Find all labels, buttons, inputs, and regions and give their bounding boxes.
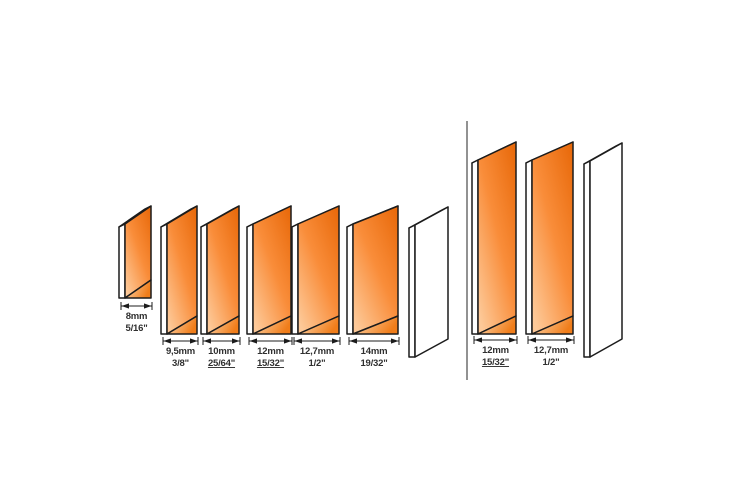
panel-left-group-front-strip: [408, 224, 416, 358]
groove-12-7mm-label-inch: 1/2": [309, 358, 326, 369]
groove-14mm-floor: [352, 315, 399, 335]
groove-10mm-dim-arrow-right: [232, 338, 240, 344]
groove-12mm-deep-floor: [477, 315, 517, 335]
groove-10mm-front-strip: [200, 223, 208, 335]
groove-12mm-front-strip: [246, 223, 254, 335]
panel-left-group: [408, 206, 449, 358]
groove-12-7mm-floor: [297, 315, 340, 335]
groove-12-7mm-deep-dim-arrow-left: [528, 337, 536, 343]
groove-12-7mm-front-strip: [291, 223, 299, 335]
groove-10mm-label-inch: 25/64": [208, 358, 235, 369]
groove-12-7mm-deep-label-inch: 1/2": [543, 357, 560, 368]
groove-8mm-dim-arrow-right: [144, 303, 152, 309]
groove-8mm-dim-arrow-left: [121, 303, 129, 309]
groove-10mm-label-mm: 10mm: [208, 346, 235, 357]
panel-left-group-side-face: [414, 206, 449, 358]
groove-8mm-floor: [124, 279, 152, 299]
groove-9-5mm-side-face: [166, 205, 198, 335]
groove-12mm-deep-side-face: [477, 141, 517, 335]
groove-10mm-floor: [206, 315, 240, 335]
groove-12mm-dim-arrow-left: [249, 338, 257, 344]
groove-9-5mm-label-inch: 3/8": [172, 358, 189, 369]
groove-9-5mm-front-strip: [160, 223, 168, 335]
groove-12-7mm-deep-front-strip: [525, 159, 533, 335]
groove-12-7mm-deep-floor: [531, 315, 574, 335]
groove-12-7mm-deep-dim-arrow-right: [566, 337, 574, 343]
groove-9-5mm-floor: [166, 315, 198, 335]
groove-14mm-label-inch: 19/32": [360, 358, 387, 369]
groove-14mm-label-mm: 14mm: [361, 346, 388, 357]
groove-12mm-deep-dim-arrow-left: [474, 337, 482, 343]
groove-14mm-dim-arrow-right: [391, 338, 399, 344]
groove-10mm-side-face: [206, 205, 240, 335]
groove-9-5mm-dim-arrow-right: [190, 338, 198, 344]
groove-12-7mm-label-mm: 12,7mm: [300, 346, 334, 357]
groove-14mm-side-face: [352, 205, 399, 335]
groove-12mm-side-face: [252, 205, 292, 335]
groove-8mm-label-inch: 5/16": [126, 323, 148, 334]
groove-12-7mm-deep-label-mm: 12,7mm: [534, 345, 568, 356]
groove-8mm-label-mm: 8mm: [126, 311, 148, 322]
panel-right-group-front-strip: [583, 160, 591, 358]
groove-12mm-deep-label-mm: 12mm: [482, 345, 509, 356]
groove-12mm-floor: [252, 315, 292, 335]
groove-14mm-front-strip: [346, 223, 354, 335]
groove-10mm-dim-arrow-left: [203, 338, 211, 344]
groove-12-7mm-deep-side-face: [531, 141, 574, 335]
groove-12mm-dim-arrow-right: [284, 338, 292, 344]
groove-12mm-deep-label-inch: 15/32": [482, 357, 509, 368]
groove-12-7mm-dim-arrow-right: [332, 338, 340, 344]
groove-8mm-front-strip: [118, 223, 126, 299]
groove-12mm-deep-dim-arrow-right: [509, 337, 517, 343]
groove-12mm-label-inch: 15/32": [257, 358, 284, 369]
groove-12mm-deep-front-strip: [471, 159, 479, 335]
groove-9-5mm-label-mm: 9,5mm: [166, 346, 195, 357]
groove-14mm-dim-arrow-left: [349, 338, 357, 344]
groove-12-7mm-side-face: [297, 205, 340, 335]
groove-12-7mm-dim-arrow-left: [294, 338, 302, 344]
groove-9-5mm-dim-arrow-left: [163, 338, 171, 344]
panel-right-group: [583, 142, 623, 358]
panel-right-group-side-face: [589, 142, 623, 358]
groove-12mm-label-mm: 12mm: [257, 346, 284, 357]
